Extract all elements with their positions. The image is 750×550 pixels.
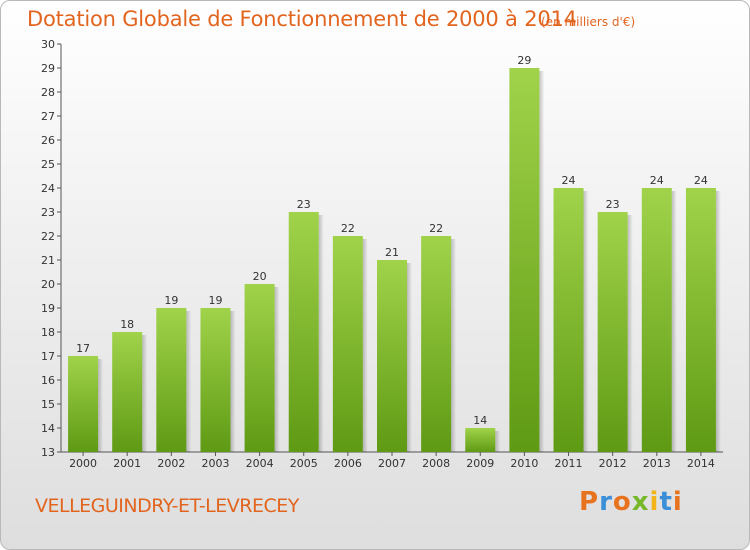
bar-shadow	[583, 191, 589, 452]
x-tick-label: 2000	[69, 457, 97, 470]
y-tick-label: 19	[41, 302, 55, 315]
y-tick-label: 14	[41, 422, 55, 435]
bar-shadow	[274, 287, 280, 452]
bar-2002	[156, 308, 187, 452]
bar-2007	[377, 260, 407, 452]
x-tick-label: 2004	[246, 457, 274, 470]
bar-shadow	[98, 359, 104, 452]
x-tick-label: 2014	[687, 457, 715, 470]
x-tick-label: 2002	[157, 457, 185, 470]
bar-value-label: 19	[208, 294, 222, 307]
bar-shadow	[671, 191, 677, 452]
bar-2009	[465, 428, 496, 452]
bar-2001	[112, 332, 143, 452]
y-tick-label: 18	[41, 326, 55, 339]
bar-shadow	[539, 71, 545, 452]
bar-2003	[200, 308, 231, 452]
bar-shadow	[142, 335, 148, 452]
x-tick-label: 2001	[113, 457, 141, 470]
bar-2005	[288, 212, 319, 452]
bar-value-label: 21	[385, 246, 399, 259]
bar-2014	[685, 188, 716, 452]
commune-name: VELLEGUINDRY-ET-LEVRECEY	[35, 495, 299, 517]
bar-shadow	[715, 191, 721, 452]
bar-2004	[244, 284, 275, 452]
x-tick-label: 2007	[378, 457, 406, 470]
bar-shadow	[230, 311, 236, 452]
bar-shadow	[318, 215, 324, 452]
bar-value-label: 23	[297, 198, 311, 211]
bar-2013	[641, 188, 672, 452]
x-tick-label: 2012	[599, 457, 627, 470]
x-tick-label: 2009	[466, 457, 494, 470]
bar-2011	[553, 188, 584, 452]
bar-shadow	[451, 239, 457, 452]
bar-shadow	[407, 263, 412, 452]
bar-value-label: 24	[650, 174, 664, 187]
bar-2006	[332, 236, 363, 452]
bar-value-label: 17	[76, 342, 90, 355]
x-tick-label: 2010	[510, 457, 538, 470]
y-tick-label: 30	[41, 38, 55, 51]
bar-shadow	[362, 239, 368, 452]
y-tick-label: 28	[41, 86, 55, 99]
chart-title: Dotation Globale de Fonctionnement de 20…	[27, 7, 577, 31]
bar-value-label: 19	[164, 294, 178, 307]
chart-subtitle: (en milliers d'€)	[541, 15, 636, 29]
x-tick-label: 2011	[555, 457, 583, 470]
bar-value-label: 14	[473, 414, 487, 427]
bar-value-label: 22	[429, 222, 443, 235]
bar-2008	[421, 236, 452, 452]
y-tick-label: 17	[41, 350, 55, 363]
x-tick-label: 2006	[334, 457, 362, 470]
y-tick-label: 20	[41, 278, 55, 291]
y-tick-label: 15	[41, 398, 55, 411]
bar-2012	[597, 212, 628, 452]
y-tick-label: 27	[41, 110, 55, 123]
y-tick-label: 24	[41, 182, 55, 195]
y-tick-label: 13	[41, 446, 55, 459]
y-tick-label: 16	[41, 374, 55, 387]
x-tick-label: 2005	[290, 457, 318, 470]
bar-2000	[68, 356, 99, 452]
y-tick-label: 25	[41, 158, 55, 171]
bar-shadow	[627, 215, 633, 452]
proxiti-logo: Proxiti	[579, 487, 683, 517]
bar-value-label: 23	[606, 198, 620, 211]
bar-value-label: 22	[341, 222, 355, 235]
bar-2010	[509, 68, 540, 452]
bar-shadow	[186, 311, 192, 452]
bar-value-label: 29	[517, 54, 531, 67]
y-tick-label: 23	[41, 206, 55, 219]
x-tick-label: 2008	[422, 457, 450, 470]
x-tick-label: 2003	[201, 457, 229, 470]
y-tick-label: 29	[41, 62, 55, 75]
bar-value-label: 24	[694, 174, 708, 187]
y-tick-label: 26	[41, 134, 55, 147]
bar-value-label: 24	[562, 174, 576, 187]
y-tick-label: 22	[41, 230, 55, 243]
x-tick-label: 2013	[643, 457, 671, 470]
y-tick-label: 21	[41, 254, 55, 267]
bar-value-label: 20	[253, 270, 267, 283]
bar-shadow	[495, 431, 501, 452]
bar-value-label: 18	[120, 318, 134, 331]
